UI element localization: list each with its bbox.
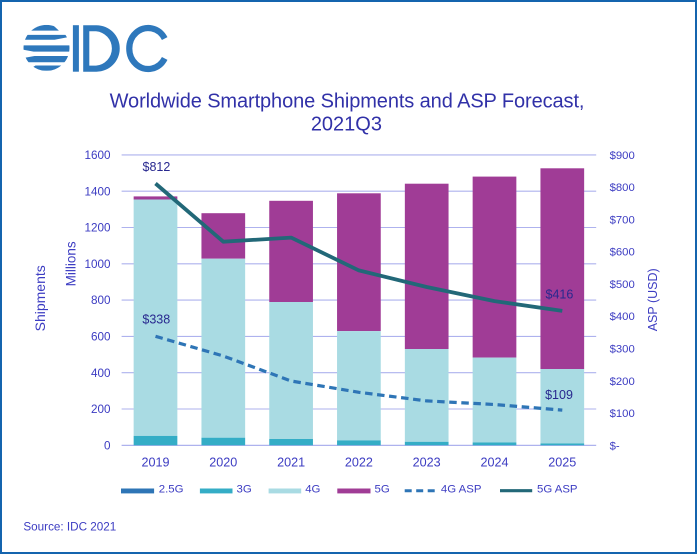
svg-text:1200: 1200 <box>84 222 111 235</box>
svg-text:2023: 2023 <box>413 456 441 470</box>
svg-text:$500: $500 <box>610 279 635 291</box>
svg-text:5G ASP: 5G ASP <box>537 484 578 496</box>
svg-text:200: 200 <box>91 403 111 416</box>
svg-text:4G: 4G <box>305 484 320 496</box>
svg-text:1000: 1000 <box>84 258 111 271</box>
svg-text:$400: $400 <box>610 311 635 323</box>
svg-text:1400: 1400 <box>84 185 111 198</box>
svg-text:800: 800 <box>91 294 111 307</box>
svg-text:$900: $900 <box>610 150 635 162</box>
svg-text:4G ASP: 4G ASP <box>441 484 482 496</box>
svg-text:2021: 2021 <box>277 456 305 470</box>
svg-text:2019: 2019 <box>141 456 169 470</box>
svg-text:600: 600 <box>91 331 111 344</box>
svg-text:2021Q3: 2021Q3 <box>311 113 382 135</box>
svg-text:$800: $800 <box>610 182 635 194</box>
svg-text:400: 400 <box>91 367 111 380</box>
svg-text:$200: $200 <box>610 376 635 388</box>
svg-text:Worldwide Smartphone Shipments: Worldwide Smartphone Shipments and ASP F… <box>110 91 585 113</box>
svg-text:2022: 2022 <box>345 456 373 470</box>
svg-text:Source: IDC 2021: Source: IDC 2021 <box>23 521 116 534</box>
svg-text:3G: 3G <box>237 484 252 496</box>
svg-text:$109: $109 <box>545 388 573 402</box>
svg-text:$600: $600 <box>610 247 635 259</box>
svg-text:$100: $100 <box>610 408 635 420</box>
svg-text:2025: 2025 <box>548 456 576 470</box>
svg-text:2024: 2024 <box>480 456 508 470</box>
svg-text:$300: $300 <box>610 344 635 356</box>
svg-text:2020: 2020 <box>209 456 237 470</box>
svg-text:Shipments: Shipments <box>32 265 48 331</box>
svg-text:5G: 5G <box>375 484 390 496</box>
svg-text:$338: $338 <box>142 313 170 327</box>
svg-text:$-: $- <box>610 440 620 452</box>
svg-text:$416: $416 <box>546 287 574 301</box>
svg-text:$700: $700 <box>610 214 635 226</box>
svg-text:2.5G: 2.5G <box>159 484 184 496</box>
svg-text:Millions: Millions <box>64 241 79 286</box>
svg-text:$812: $812 <box>143 160 171 174</box>
svg-text:1600: 1600 <box>84 149 111 162</box>
svg-text:0: 0 <box>104 439 111 452</box>
svg-text:ASP (USD): ASP (USD) <box>646 268 660 331</box>
